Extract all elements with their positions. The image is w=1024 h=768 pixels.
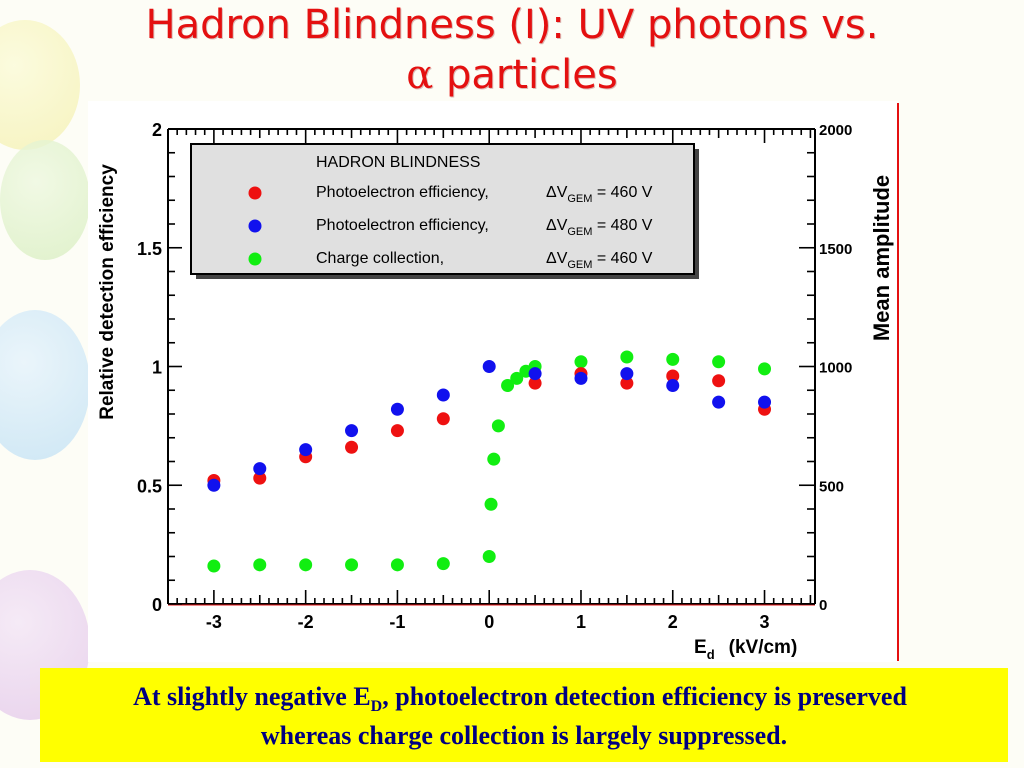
x-axis-title: Ed (kV/cm) — [694, 637, 797, 662]
legend-marker-blue — [248, 219, 262, 233]
data-point-green — [207, 559, 221, 573]
data-point-blue — [528, 367, 542, 381]
y2-tick-label: 0 — [819, 597, 827, 614]
data-point-green — [345, 558, 359, 572]
y-tick-label: 1 — [152, 358, 162, 378]
data-point-red — [436, 412, 450, 426]
plot-right-red-line — [897, 103, 899, 661]
data-point-green — [487, 452, 501, 466]
data-point-green — [510, 371, 524, 385]
caption-line-1: At slightly negative ED, photoelectron d… — [10, 682, 1024, 716]
data-point-green — [253, 558, 267, 572]
data-point-green — [484, 497, 498, 511]
x-tick-label: 1 — [576, 612, 586, 632]
data-point-blue — [666, 379, 680, 392]
caption-box: At slightly negative ED, photoelectron d… — [40, 668, 1008, 762]
legend-entry-dv: ΔVGEM = 480 V — [546, 217, 653, 238]
data-point-green — [574, 355, 588, 369]
legend-title: HADRON BLINDNESS — [316, 154, 480, 171]
y-tick-label: 0 — [152, 595, 162, 615]
title-line-2-rest: particles — [433, 52, 618, 98]
legend-dv-sub: GEM — [567, 226, 592, 238]
data-point-blue — [207, 478, 221, 492]
x-tick-label: -1 — [389, 612, 405, 632]
slide-title: Hadron Blindness (I): UV photons vs. α p… — [0, 0, 1024, 100]
caption-line-1-b: , photoelectron detection efficiency is … — [382, 682, 907, 711]
caption-line-1-sub: D — [370, 698, 383, 716]
data-point-blue — [482, 360, 496, 373]
legend-entry-label: Charge collection, — [316, 250, 444, 267]
y-tick-label: 1.5 — [137, 239, 162, 259]
x-axis-title-main: E — [694, 637, 707, 658]
y2-tick-label: 2000 — [819, 122, 852, 139]
data-point-blue — [436, 388, 450, 402]
legend-entry-dv: ΔVGEM = 460 V — [546, 250, 653, 271]
data-point-red — [390, 424, 404, 438]
title-alpha-symbol: α — [406, 52, 434, 98]
data-point-green — [390, 558, 404, 572]
data-point-green — [758, 362, 772, 376]
legend-entry-label: Photoelectron efficiency, — [316, 184, 489, 201]
decorative-balloon-blue — [0, 310, 90, 460]
x-axis-title-unit: (kV/cm) — [729, 637, 798, 658]
data-point-red — [345, 440, 359, 454]
legend-dv-sub: GEM — [567, 193, 592, 205]
data-point-green — [666, 352, 680, 366]
x-tick-label: -3 — [206, 612, 222, 632]
data-point-blue — [299, 443, 313, 457]
x-axis-title-sub: d — [707, 647, 715, 662]
data-point-green — [482, 550, 496, 563]
legend-entry-label: Photoelectron efficiency, — [316, 217, 489, 234]
title-line-1: Hadron Blindness (I): UV photons vs. — [145, 2, 879, 48]
y2-tick-label: 500 — [819, 478, 844, 495]
data-point-blue — [712, 395, 726, 409]
legend-dv-symbol: ΔV — [546, 250, 568, 267]
data-point-green — [436, 557, 450, 571]
caption-line-1-a: At slightly negative E — [133, 682, 371, 711]
data-point-blue — [390, 402, 404, 416]
legend-marker-green — [248, 252, 262, 266]
data-point-blue — [758, 395, 772, 409]
data-point-blue — [345, 424, 359, 438]
x-tick-label: 0 — [484, 612, 494, 632]
legend-dv-value: = 460 V — [592, 184, 652, 201]
x-tick-label: 2 — [668, 612, 678, 632]
y2-tick-label: 1500 — [819, 241, 852, 258]
legend-dv-value: = 480 V — [592, 217, 652, 234]
legend-dv-symbol: ΔV — [546, 184, 568, 201]
title-line-2: α particles — [0, 50, 1024, 100]
data-point-green — [712, 355, 726, 369]
data-point-blue — [620, 367, 634, 381]
caption-line-2: whereas charge collection is largely sup… — [260, 721, 788, 750]
y2-axis-title: Mean amplitude — [869, 175, 894, 341]
data-point-red — [253, 471, 267, 485]
decorative-balloon-green — [0, 140, 90, 260]
y-tick-label: 0.5 — [137, 476, 162, 496]
data-point-red — [528, 376, 542, 390]
y-axis-title: Relative detection efficiency — [97, 164, 118, 420]
data-point-green — [620, 350, 634, 364]
data-point-blue — [253, 462, 267, 476]
y2-tick-label: 1000 — [819, 360, 852, 377]
data-point-red — [712, 374, 726, 388]
legend-entry-dv: ΔVGEM = 460 V — [546, 184, 653, 205]
legend-dv-value: = 460 V — [592, 250, 652, 267]
x-tick-label: 3 — [760, 612, 770, 632]
legend-box — [190, 143, 695, 275]
data-point-red — [666, 369, 680, 383]
legend-dv-symbol: ΔV — [546, 217, 568, 234]
data-point-red — [620, 376, 634, 390]
legend-marker-red — [248, 186, 262, 200]
data-point-blue — [574, 371, 588, 385]
data-point-green — [299, 558, 313, 572]
data-point-green — [501, 379, 515, 392]
data-point-green — [491, 419, 505, 433]
x-tick-label: -2 — [298, 612, 314, 632]
legend-dv-sub: GEM — [567, 259, 592, 271]
y-tick-label: 2 — [152, 120, 162, 140]
